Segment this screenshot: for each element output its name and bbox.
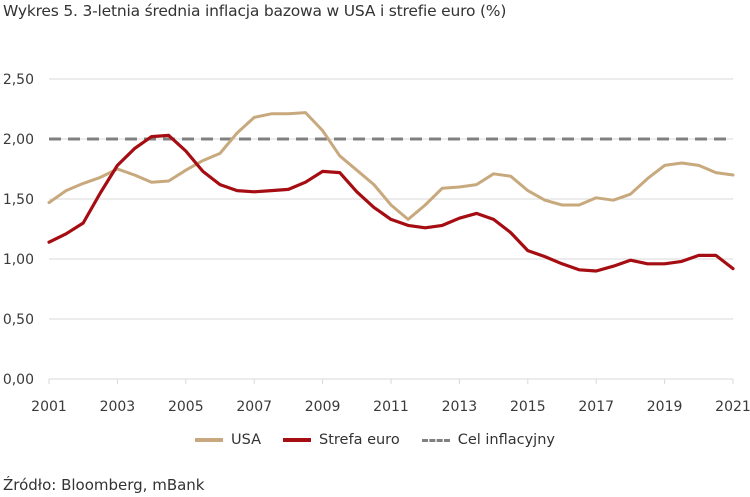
legend-label-usa: USA xyxy=(231,432,262,448)
y-tick-label: 1,50 xyxy=(3,192,34,208)
y-axis: 0,00 0,50 1,00 1,50 2,00 2,50 xyxy=(3,72,34,388)
y-tick-label: 2,50 xyxy=(3,72,34,88)
x-tick-label: 2007 xyxy=(236,399,272,415)
y-tick-label: 2,00 xyxy=(3,132,34,148)
x-tick-label: 2009 xyxy=(305,399,341,415)
series-line-usa xyxy=(47,111,735,221)
y-tick-label: 0,00 xyxy=(3,372,34,388)
x-tick-label: 2013 xyxy=(442,399,478,415)
source-note: Źródło: Bloomberg, mBank xyxy=(3,476,205,494)
legend-swatch-strefa-euro xyxy=(283,438,312,442)
legend-label-strefa-euro: Strefa euro xyxy=(319,432,400,448)
legend-swatch-usa xyxy=(195,438,223,442)
x-tick-label: 2005 xyxy=(168,399,204,415)
series-line-strefa-euro xyxy=(47,133,735,273)
gridlines xyxy=(49,78,733,320)
x-tick-label: 2003 xyxy=(100,399,136,415)
x-tick-label: 2011 xyxy=(373,399,409,415)
series-lines xyxy=(47,111,735,273)
x-tick-label: 2017 xyxy=(578,399,614,415)
chart-title: Wykres 5. 3-letnia średnia inflacja bazo… xyxy=(3,2,507,20)
legend: USA Strefa euro Cel inflacyjny xyxy=(0,432,750,448)
x-tick-label: 2019 xyxy=(647,399,683,415)
legend-label-cel-inflacyjny: Cel inflacyjny xyxy=(457,432,555,448)
y-tick-label: 0,50 xyxy=(3,312,34,328)
legend-item-cel-inflacyjny: Cel inflacyjny xyxy=(421,432,555,448)
line-chart: 0,000,501,001,502,002,50 2001 2003 2005 200… xyxy=(3,72,750,415)
x-tick-label: 2015 xyxy=(510,399,546,415)
legend-item-usa: USA xyxy=(195,432,261,448)
legend-item-strefa-euro: Strefa euro xyxy=(283,432,400,448)
legend-swatch-cel-inflacyjny xyxy=(421,438,450,442)
x-axis: 2001 2003 2005 2007 2009 2011 2013 2015 2017 2019… xyxy=(31,378,750,415)
x-tick-label: 2021 xyxy=(715,399,750,415)
y-tick-label: 1,00 xyxy=(3,252,34,268)
x-tick-label: 2001 xyxy=(31,399,67,415)
